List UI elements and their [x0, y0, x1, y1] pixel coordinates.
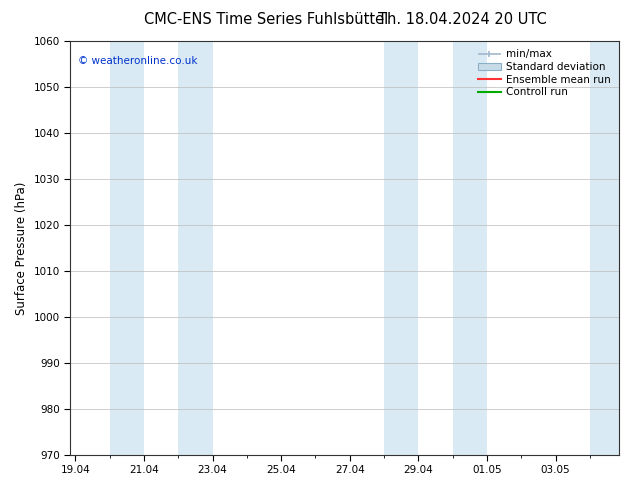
Text: © weatheronline.co.uk: © weatheronline.co.uk [79, 55, 198, 66]
Text: CMC-ENS Time Series Fuhlsbüttel: CMC-ENS Time Series Fuhlsbüttel [144, 12, 389, 27]
Y-axis label: Surface Pressure (hPa): Surface Pressure (hPa) [15, 181, 28, 315]
Bar [453, 41, 487, 455]
Bar [178, 41, 212, 455]
Text: Th. 18.04.2024 20 UTC: Th. 18.04.2024 20 UTC [378, 12, 547, 27]
Bar [110, 41, 144, 455]
Bar [590, 41, 624, 455]
Legend: min/max, Standard deviation, Ensemble mean run, Controll run: min/max, Standard deviation, Ensemble me… [475, 46, 614, 100]
Bar [384, 41, 418, 455]
